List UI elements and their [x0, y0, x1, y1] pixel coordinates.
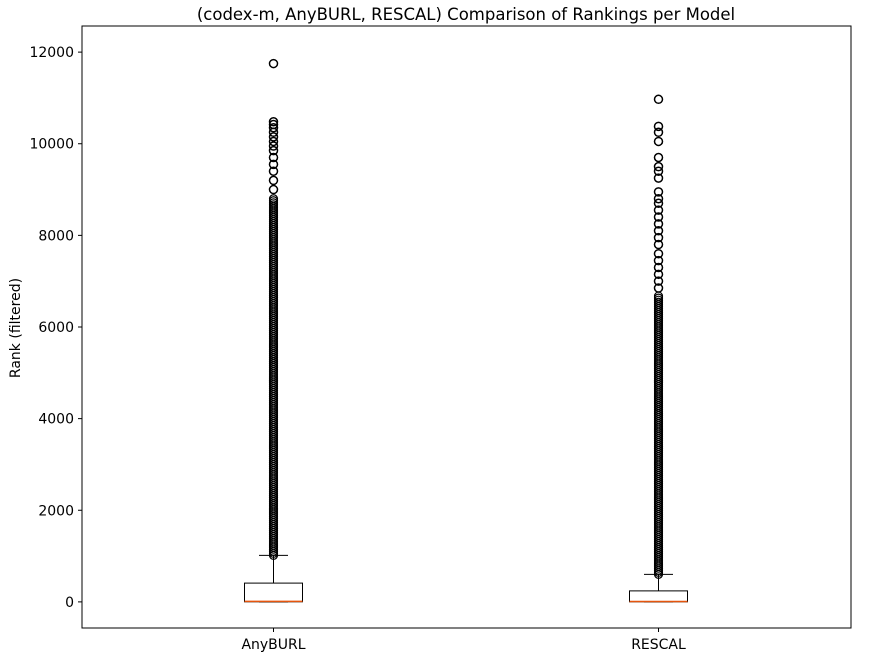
- outlier-point: [653, 248, 664, 259]
- outlier-point: [268, 159, 279, 170]
- outlier-point: [653, 283, 664, 293]
- y-tick-label: 8000: [38, 228, 74, 244]
- outlier-point: [268, 145, 279, 156]
- outlier-point: [653, 269, 664, 280]
- y-tick-label: 10000: [29, 137, 74, 153]
- outlier-point: [268, 184, 279, 195]
- x-tick-label: RESCAL: [631, 637, 686, 653]
- outlier-point: [653, 239, 664, 250]
- axes-frame: [81, 25, 852, 629]
- outlier-point: [653, 152, 664, 163]
- outlier-point: [653, 226, 664, 236]
- outlier-point: [268, 141, 279, 151]
- box: [244, 582, 303, 603]
- outlier-point: [268, 119, 279, 130]
- x-tick-label: AnyBURL: [241, 637, 305, 653]
- outlier-point: [268, 122, 279, 133]
- outlier-point: [268, 132, 279, 142]
- outlier-point: [268, 166, 279, 176]
- y-tick-label: 2000: [38, 503, 74, 519]
- outlier-point: [653, 94, 664, 105]
- outlier-point: [653, 166, 664, 176]
- outlier-point: [653, 161, 664, 172]
- outlier-point: [653, 276, 664, 286]
- outlier-point: [653, 121, 664, 132]
- outlier-point: [653, 187, 664, 197]
- outlier-point: [268, 58, 279, 69]
- outlier-point: [653, 255, 664, 266]
- outlier-point: [268, 117, 279, 127]
- outlier-point: [653, 212, 664, 222]
- outlier-point: [653, 232, 664, 243]
- outlier-point: [653, 173, 664, 183]
- box: [629, 590, 688, 603]
- y-tick-label: 4000: [38, 412, 74, 428]
- outlier-point: [653, 205, 664, 215]
- y-tick-label: 12000: [29, 45, 74, 61]
- outlier-point: [268, 152, 279, 163]
- y-tick-label: 0: [65, 595, 74, 611]
- outlier-point: [653, 127, 664, 138]
- outlier-point: [653, 219, 664, 229]
- outlier-point: [653, 198, 664, 209]
- outlier-point: [268, 194, 279, 204]
- y-tick-label: 6000: [38, 320, 74, 336]
- chart-title: (codex-m, AnyBURL, RESCAL) Comparison of…: [197, 5, 735, 24]
- y-axis-label: Rank (filtered): [8, 278, 24, 378]
- outlier-point: [653, 136, 664, 147]
- outlier-point: [268, 175, 279, 186]
- outlier-point: [653, 193, 664, 204]
- plot-area: 0 2000 4000 6000 8000 10000 12000 AnyBURL RESCAL: [29, 45, 688, 653]
- outlier-point: [653, 262, 664, 273]
- outlier-point: [268, 136, 279, 147]
